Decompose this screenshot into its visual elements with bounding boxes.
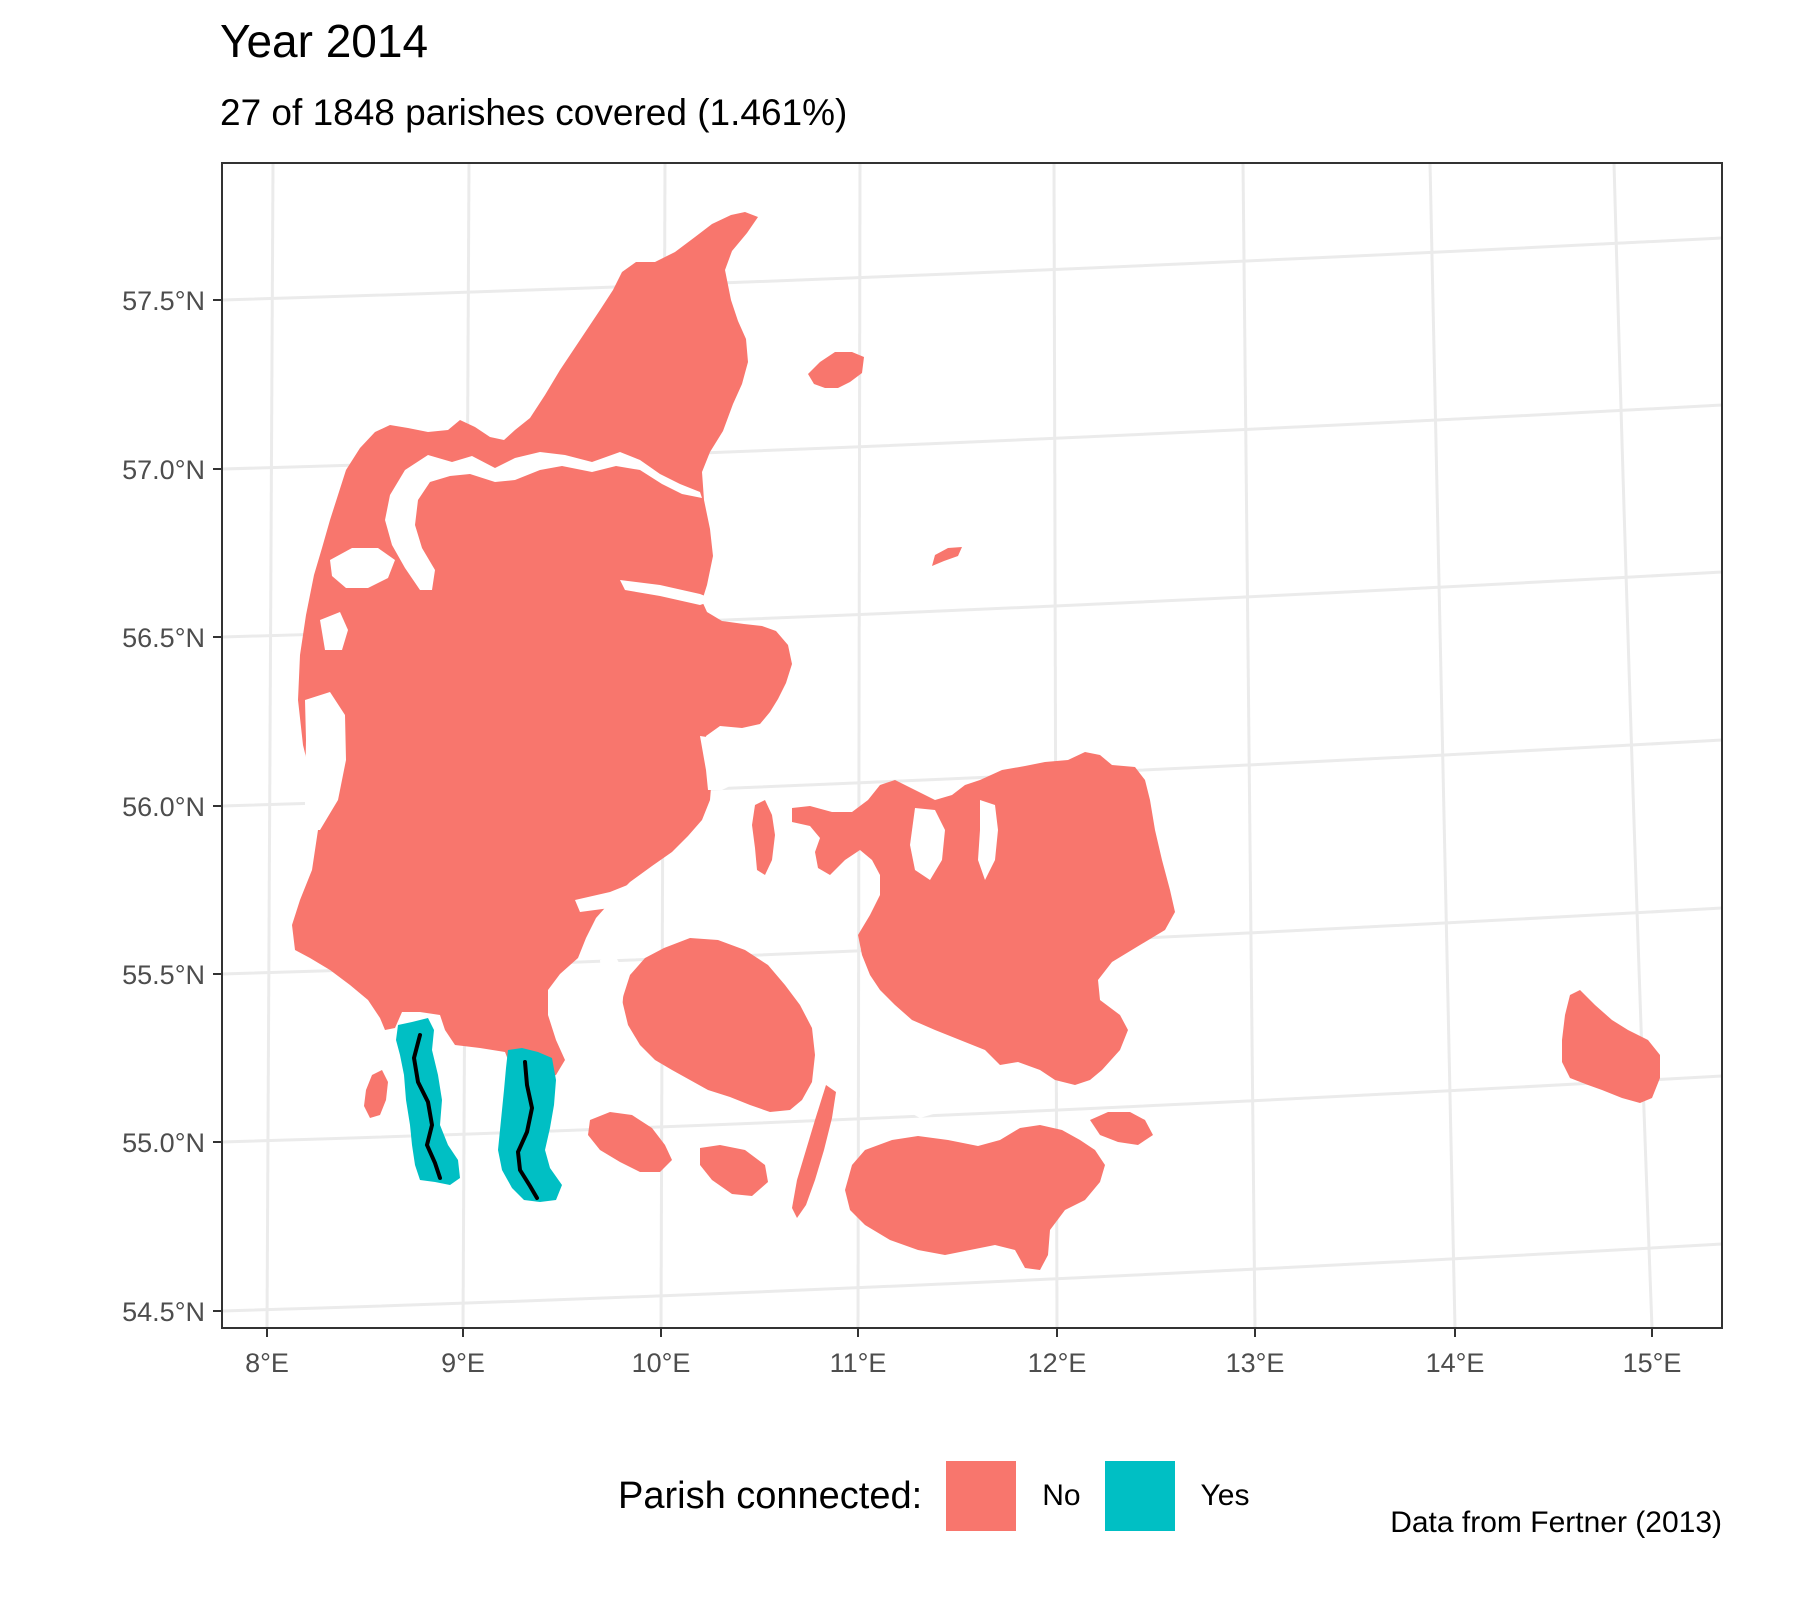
lat-label: 55.5°N (122, 960, 205, 990)
anholt (932, 547, 962, 566)
nissum-bredning (320, 612, 348, 650)
lon-label: 9°E (441, 1348, 485, 1378)
limfjord-west (330, 548, 395, 588)
parishes-not-connected (292, 212, 1660, 1270)
parallel-54-5 (221, 1242, 1723, 1313)
meridian-8e (265, 162, 275, 1329)
meridian-13e (1241, 162, 1257, 1329)
vejle-fjord (575, 880, 655, 912)
little-belt (596, 955, 625, 1070)
parallel-57-5 (221, 236, 1723, 302)
lat-label: 56.5°N (122, 623, 205, 653)
legend-title: Parish connected: (618, 1474, 923, 1517)
laeso (808, 352, 864, 388)
route-west (411, 1033, 442, 1180)
aeroe (700, 1145, 768, 1196)
route-lines (411, 1033, 539, 1200)
lat-label: 55.0°N (122, 1128, 205, 1158)
caption: Data from Fertner (2013) (1390, 1506, 1722, 1539)
lon-label: 8°E (245, 1348, 289, 1378)
lon-label: 10°E (632, 1348, 691, 1378)
lon-label: 11°E (830, 1348, 887, 1378)
lat-label: 57.0°N (122, 455, 205, 485)
smalandsfarvandet (862, 1050, 940, 1118)
langeland (792, 1085, 836, 1218)
jutland-landmass (292, 212, 792, 1082)
roskilde-fjord (978, 800, 998, 880)
samsoe (752, 800, 775, 875)
zealand (792, 752, 1175, 1085)
legend-label-yes: Yes (1200, 1479, 1250, 1512)
lon-label: 13°E (1226, 1348, 1285, 1378)
fanoe (364, 1070, 388, 1118)
lat-label: 54.5°N (122, 1297, 205, 1327)
lon-axis: 8°E 9°E 10°E 11°E 12°E 13°E 14°E 15°E (245, 1328, 1681, 1378)
mariager-fjord (620, 580, 715, 605)
funen (622, 938, 815, 1112)
lolland-falster (845, 1125, 1105, 1270)
lat-label: 57.5°N (122, 286, 205, 316)
lon-label: 12°E (1028, 1348, 1087, 1378)
isefjord (910, 808, 945, 880)
moen (1090, 1112, 1153, 1145)
lat-ticks (213, 299, 222, 1312)
lat-label: 56.0°N (122, 792, 205, 822)
lat-axis: 57.5°N 57.0°N 56.5°N 56.0°N 55.5°N 55.0°… (122, 286, 222, 1327)
plot-subtitle: 27 of 1848 parishes covered (1.461%) (220, 92, 848, 133)
legend-label-no: No (1042, 1479, 1081, 1512)
meridian-11e (856, 162, 862, 1329)
legend-key-no (946, 1461, 1017, 1531)
legend: Parish connected: No Yes (618, 1460, 1274, 1532)
lon-label: 14°E (1426, 1348, 1485, 1378)
bornholm (1562, 990, 1660, 1103)
kattegat-bay (700, 736, 745, 790)
water-features (305, 452, 998, 1118)
lon-label: 15°E (1623, 1348, 1682, 1378)
als (588, 1112, 672, 1172)
lon-ticks (266, 1328, 1653, 1337)
meridian-14e (1428, 162, 1457, 1329)
route-east (515, 1060, 539, 1200)
legend-key-yes (1104, 1461, 1175, 1531)
ringkobing-fjord (305, 692, 346, 830)
plot-title: Year 2014 (220, 15, 429, 67)
limfjord (385, 452, 702, 590)
panel-border (221, 162, 1723, 1329)
